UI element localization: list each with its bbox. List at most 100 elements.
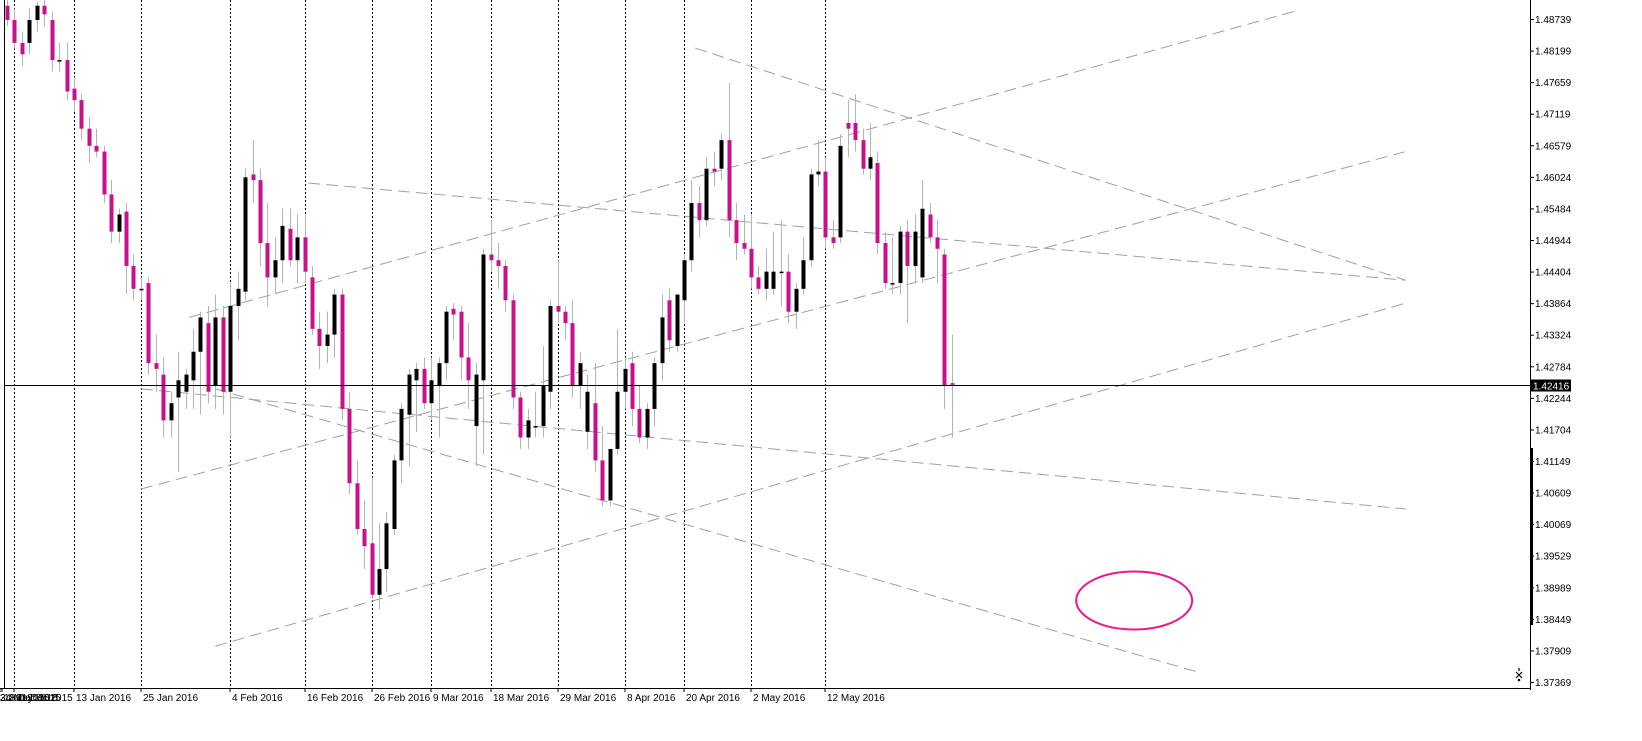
price-tick-label: 1.37369 <box>1535 678 1572 689</box>
candle <box>831 220 836 249</box>
candle-body <box>652 363 657 409</box>
candle <box>94 128 99 158</box>
candle-body <box>898 231 903 284</box>
candle-body <box>630 363 635 409</box>
candle-body <box>920 208 925 278</box>
candle-body <box>868 157 873 169</box>
candle-body <box>347 408 352 484</box>
price-tick-label: 1.47119 <box>1535 110 1571 121</box>
candle-body <box>295 237 300 261</box>
candle <box>801 237 806 295</box>
candle-body <box>511 300 516 398</box>
price-tick-label: 1.41149 <box>1535 457 1571 468</box>
candle-body <box>65 60 70 92</box>
candle-body <box>57 60 62 62</box>
candle-body <box>786 271 791 312</box>
current-price-tag-background <box>1531 379 1571 392</box>
candle-body <box>585 391 590 432</box>
candle-body <box>853 122 858 141</box>
candle-body <box>675 294 680 347</box>
candle <box>466 323 471 409</box>
price-tick-label: 1.41704 <box>1535 425 1572 436</box>
current-price-label: 1.42416 <box>1533 382 1570 393</box>
candle <box>161 357 166 438</box>
candle-body <box>816 171 821 175</box>
candle <box>474 363 479 467</box>
price-tick-label: 1.46579 <box>1535 141 1572 152</box>
candle <box>526 408 531 449</box>
candle <box>444 305 449 381</box>
candle <box>853 94 858 152</box>
candle <box>87 117 92 163</box>
candle-body <box>422 368 427 404</box>
candle-body <box>251 174 256 181</box>
candle-body <box>258 180 263 244</box>
candle <box>809 168 814 266</box>
time-tick-label: 18 Dec 2015 <box>4 693 61 704</box>
candle <box>950 334 955 438</box>
time-tick-label: 31 Dec 2015 <box>16 693 73 704</box>
trendlines <box>140 10 1406 673</box>
candle-body <box>838 145 843 238</box>
candle-body <box>102 151 107 195</box>
time-tick-label: 4 Feb 2016 <box>232 693 283 704</box>
candle <box>295 214 300 284</box>
candle-body <box>109 194 114 232</box>
candle <box>742 214 747 255</box>
candle <box>660 294 665 381</box>
price-tick-label: 1.48199 <box>1535 47 1572 58</box>
candle <box>414 363 419 432</box>
price-tick-label: 1.39529 <box>1535 552 1572 563</box>
candle-body <box>935 237 940 249</box>
price-tick-label: 1.44404 <box>1535 268 1572 279</box>
candle <box>779 220 784 306</box>
chart-shift-icon[interactable] <box>1515 668 1523 682</box>
candle <box>556 260 561 324</box>
candle <box>422 357 427 409</box>
candle-body <box>139 288 144 291</box>
candle-body <box>459 311 464 358</box>
candle-body <box>727 140 732 221</box>
candle-body <box>213 317 218 387</box>
candle <box>548 300 553 409</box>
candle <box>489 220 494 272</box>
candle-body <box>779 271 784 274</box>
price-tick-label: 1.43324 <box>1535 331 1572 342</box>
candle <box>228 283 233 438</box>
candle <box>794 283 799 329</box>
candle-body <box>317 328 322 347</box>
candle <box>12 8 17 49</box>
candle-body <box>615 391 620 449</box>
candle-body <box>243 177 248 292</box>
chart-shift-glyph <box>1515 668 1523 679</box>
candle <box>437 357 442 438</box>
candle <box>392 454 397 535</box>
candle <box>258 168 263 266</box>
candle-body <box>176 380 181 398</box>
candle-body <box>533 426 538 428</box>
candle-body <box>5 5 10 21</box>
candle <box>243 168 248 301</box>
candle <box>102 145 107 204</box>
candle-body <box>578 363 583 387</box>
candle-body <box>556 305 561 312</box>
candle <box>42 0 47 26</box>
candle-body <box>749 248 754 278</box>
price-tick-label: 1.46024 <box>1535 173 1572 184</box>
chart-shift-dot <box>1517 678 1521 682</box>
candle <box>20 31 25 66</box>
candle-body <box>734 220 739 244</box>
candle <box>689 180 694 272</box>
candle <box>593 363 598 472</box>
candle-body <box>712 168 717 172</box>
candle-body <box>117 214 122 232</box>
candle-body <box>392 460 397 530</box>
candle-body <box>667 300 672 341</box>
candle <box>838 134 843 244</box>
candle <box>675 294 680 352</box>
candle-body <box>444 311 449 364</box>
candle <box>340 288 345 421</box>
candle-body <box>184 374 189 392</box>
